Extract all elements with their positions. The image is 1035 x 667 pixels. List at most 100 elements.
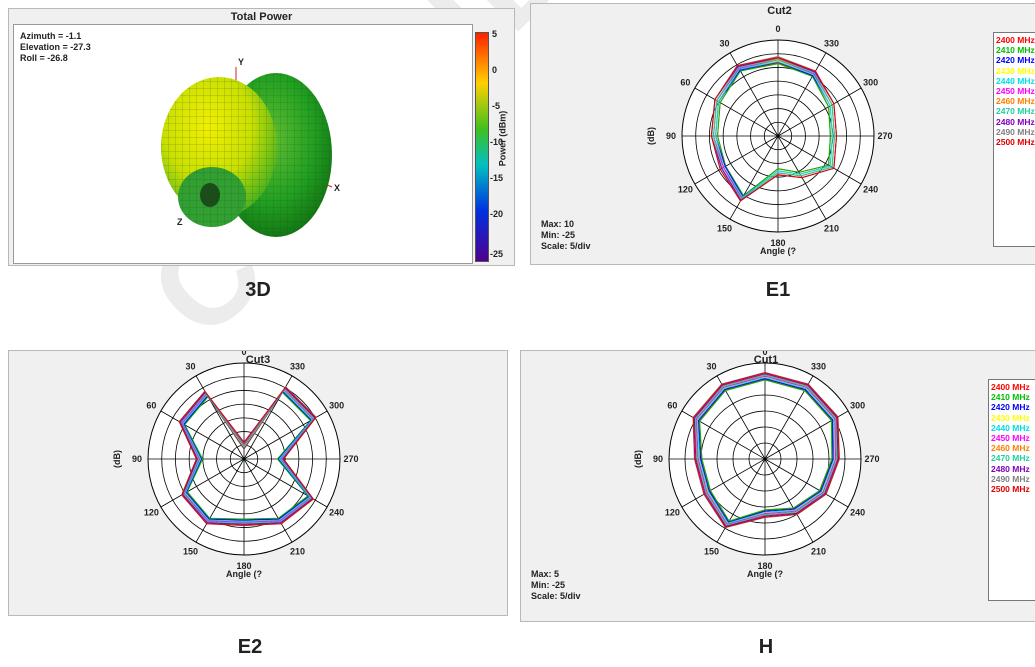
colorbar-tick-7: -25 (490, 249, 504, 259)
legend-entry: 2420 MHz (996, 55, 1035, 66)
panel-e2: Cut3 0 330 300 270 240 210 180 150 120 90 60 30 (dB)… (8, 350, 508, 616)
angle-label: 60 (146, 401, 156, 411)
x-axis-label: Angle (? (226, 569, 262, 579)
angle-label: 120 (678, 185, 693, 195)
colorbar-tick-3: -5 (492, 101, 501, 111)
grid-spoke (716, 458, 766, 543)
angle-label: 0 (241, 351, 246, 357)
series-line (699, 379, 833, 522)
legend-entry: 2420 MHz (991, 402, 1030, 413)
angle-label: 210 (290, 547, 305, 557)
angle-label: 150 (704, 547, 719, 557)
legend-entry: 2480 MHz (996, 116, 1035, 127)
angle-label: 270 (864, 454, 879, 464)
angle-label: 0 (762, 351, 767, 357)
caption-3d: 3D (245, 279, 271, 301)
h-max: Max: 5 (531, 569, 560, 579)
grid-spoke (777, 52, 827, 137)
x-axis-label: Angle (? (747, 569, 783, 579)
angle-label: 30 (719, 38, 729, 48)
polar-plot-e2: 0 330 300 270 240 210 180 150 120 90 60 30 (dB) Angle… (112, 351, 359, 579)
series-line (697, 378, 834, 523)
angle-label: 180 (770, 238, 785, 248)
angle-label: 30 (185, 361, 195, 371)
grid-spoke (764, 458, 849, 508)
panel-h: Cut1 0 330 300 270 240 210 180 150 120 90 60 30 (dB)… (520, 350, 1035, 622)
legend-entry: 2440 MHz (991, 422, 1030, 433)
legend-entry: 2410 MHz (991, 392, 1030, 403)
e1-min: Min: -25 (541, 230, 576, 240)
grid-spoke (764, 458, 814, 543)
polar-plot-h: 0 330 300 270 240 210 180 150 120 90 60 30 (dB) Angle… (633, 351, 880, 579)
colorbar-tick-5: -15 (490, 173, 504, 183)
legend-entry: 2490 MHz (996, 126, 1035, 137)
angle-label: 30 (706, 361, 716, 371)
grid-spoke (694, 135, 779, 185)
series-line (697, 377, 835, 524)
series-line (712, 58, 835, 200)
legend-entry: 2490 MHz (991, 473, 1030, 484)
angle-label: 210 (824, 224, 839, 234)
angle-label: 60 (667, 401, 677, 411)
legend-entry: 2440 MHz (996, 75, 1035, 86)
colorbar-tick-4: -10 (490, 137, 504, 147)
colorbar-tick-1: 5 (492, 29, 498, 39)
caption-e2: E2 (237, 636, 263, 658)
grid-spoke (195, 458, 245, 543)
angle-label: 330 (824, 38, 839, 48)
panel-3d-title: Total Power (230, 11, 293, 23)
angle-label: 120 (665, 508, 680, 518)
angle-label: 270 (877, 131, 892, 141)
series-line (692, 372, 840, 528)
panel-e1: Cut2 0 330 300 270 240 210 180 150 120 90 60 30 (dB)… (530, 3, 1035, 265)
legend-entry: 2470 MHz (991, 453, 1030, 464)
angle-label: 240 (863, 185, 878, 195)
legend-entry: 2450 MHz (996, 86, 1035, 97)
plot-area-3d: Azimuth = -1.1 Elevation = -27.3 Roll = … (13, 24, 473, 264)
angle-label: 90 (132, 454, 142, 464)
y-axis-label: (dB) (633, 450, 643, 468)
legend-entry: 2450 MHz (991, 433, 1030, 444)
legend-entry: 2410 MHz (996, 45, 1035, 56)
caption-h: H (758, 636, 774, 658)
series-line (178, 386, 317, 526)
caption-e1: E1 (765, 279, 791, 301)
azimuth-readout: Azimuth = -1.1 (20, 31, 82, 41)
legend-e1: 2400 MHz 2410 MHz 2420 MHz 2430 MHz 2440 MHz… (993, 32, 1035, 247)
angle-label: 120 (144, 508, 159, 518)
e1-scale: Scale: 5/div (541, 241, 591, 251)
grid-spoke (160, 410, 245, 460)
angle-label: 300 (863, 78, 878, 88)
angle-label: 330 (290, 361, 305, 371)
series-line (714, 61, 833, 199)
angle-label: 150 (183, 547, 198, 557)
legend-entry: 2460 MHz (991, 443, 1030, 454)
grid-spoke (160, 458, 245, 508)
series-line (716, 63, 831, 197)
legend-entry: 2400 MHz (996, 35, 1035, 45)
angle-label: 210 (811, 547, 826, 557)
legend-entry: 2500 MHz (996, 137, 1035, 148)
legend-entry: 2470 MHz (996, 106, 1035, 117)
pattern-null (200, 183, 220, 207)
axis-x-label: X (334, 183, 341, 193)
series-line (694, 374, 838, 526)
legend-h: 2400 MHz 2410 MHz 2420 MHz 2430 MHz 2440 MHz… (988, 379, 1035, 601)
angle-label: 90 (653, 454, 663, 464)
y-axis-label: (dB) (646, 127, 656, 145)
legend-entry: 2400 MHz (991, 382, 1030, 392)
legend-entry: 2480 MHz (991, 463, 1030, 474)
colorbar-tick-6: -20 (490, 209, 504, 219)
colorbar (475, 32, 489, 262)
grid-spoke (729, 135, 779, 220)
grid-spoke (195, 375, 245, 460)
angle-label: 240 (850, 508, 865, 518)
angle-label: 90 (666, 131, 676, 141)
x-axis-label: Angle (? (760, 246, 796, 256)
colorbar-tick-2: 0 (492, 65, 498, 75)
angle-label: 60 (680, 78, 690, 88)
series-line (695, 375, 837, 525)
grid-spoke (243, 458, 293, 543)
e1-max: Max: 10 (541, 219, 575, 229)
roll-readout: Roll = -26.8 (20, 53, 68, 63)
